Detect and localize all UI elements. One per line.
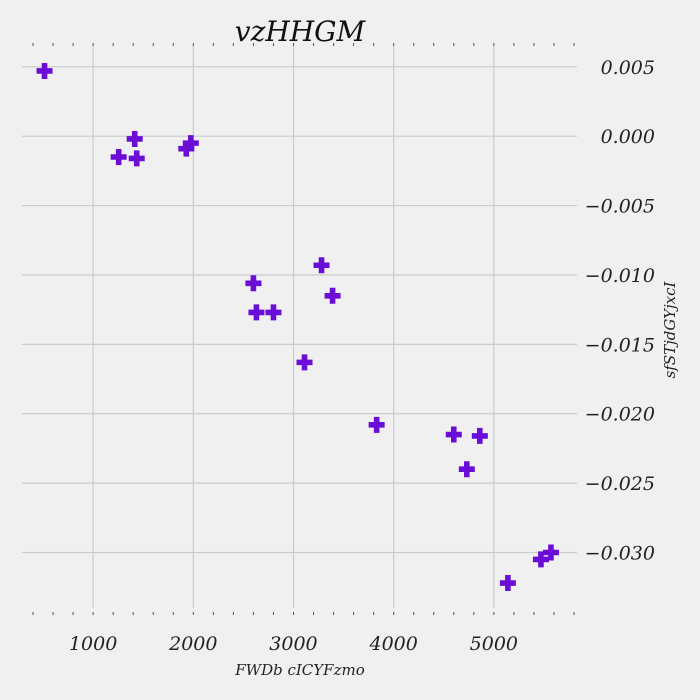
y-tick-label: 0.005 <box>601 57 655 79</box>
x-tick-label: 2000 <box>168 633 217 655</box>
y-axis-label: sfSTjdGYjxcI <box>661 281 679 379</box>
x-axis-ticks: 1000 2000 3000 4000 5000 <box>69 633 518 655</box>
y-tick-label: −0.015 <box>585 334 655 356</box>
chart-title: vzHHGM <box>235 15 367 48</box>
data-points <box>36 62 559 592</box>
data-point <box>324 287 341 304</box>
data-point <box>471 427 488 444</box>
y-tick-label: 0.000 <box>601 126 655 148</box>
data-point <box>126 130 143 147</box>
x-tick-label: 5000 <box>470 633 518 655</box>
data-point <box>542 544 559 561</box>
data-point <box>445 426 462 443</box>
data-point <box>265 304 282 321</box>
data-point <box>296 354 313 371</box>
data-point <box>313 257 330 274</box>
data-point <box>128 150 145 167</box>
grid <box>22 46 577 608</box>
minor-ticks <box>32 43 575 615</box>
data-point <box>36 62 53 79</box>
data-point <box>499 575 516 592</box>
data-point <box>368 416 385 433</box>
data-point <box>178 140 195 157</box>
data-point <box>532 551 549 568</box>
data-point <box>245 275 262 292</box>
data-point <box>458 461 475 478</box>
y-tick-label: −0.030 <box>585 542 655 564</box>
data-point <box>182 135 199 152</box>
data-point <box>110 149 127 166</box>
x-tick-label: 3000 <box>269 633 317 655</box>
y-tick-label: −0.020 <box>585 404 655 426</box>
x-axis-label: FWDb cICYFzmo <box>234 661 365 679</box>
y-tick-label: −0.005 <box>585 196 655 218</box>
y-axis-ticks: 0.005 0.000 −0.005 −0.010 −0.015 −0.020 −0.025… <box>585 57 655 565</box>
y-tick-label: −0.025 <box>585 473 655 495</box>
data-point <box>248 304 265 321</box>
x-tick-label: 4000 <box>368 633 417 655</box>
x-tick-label: 1000 <box>69 633 117 655</box>
y-tick-label: −0.010 <box>585 265 655 287</box>
